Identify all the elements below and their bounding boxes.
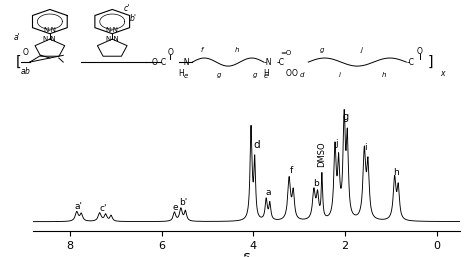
Text: -C: -C (277, 58, 285, 67)
Text: O: O (417, 47, 423, 56)
Text: a': a' (74, 202, 82, 211)
Text: H: H (178, 69, 184, 78)
Text: a': a' (14, 33, 21, 42)
Text: -O-C: -O-C (150, 58, 167, 67)
Text: g: g (343, 112, 349, 122)
Text: b: b (313, 179, 319, 188)
Text: O: O (285, 69, 291, 78)
Text: b: b (25, 68, 30, 77)
Text: h: h (393, 168, 399, 177)
Text: h: h (235, 47, 239, 53)
Text: DMSO: DMSO (318, 141, 327, 167)
Text: c': c' (123, 4, 130, 13)
Text: g: g (253, 71, 257, 78)
Text: ]: ] (428, 55, 434, 69)
Text: e: e (264, 73, 268, 79)
Text: d: d (254, 140, 260, 150)
Text: e: e (173, 203, 178, 212)
Text: a: a (265, 188, 271, 197)
Text: H: H (263, 69, 269, 78)
Text: b': b' (130, 14, 137, 23)
Text: c': c' (99, 204, 107, 213)
Text: O: O (167, 48, 173, 57)
Text: x: x (440, 69, 444, 78)
Text: g: g (319, 47, 324, 53)
Text: N-N: N-N (43, 27, 56, 33)
Text: [: [ (16, 55, 21, 69)
Text: i: i (365, 143, 367, 152)
Text: i: i (338, 71, 340, 78)
Text: -C: -C (406, 58, 414, 67)
X-axis label: δ: δ (242, 252, 251, 257)
Text: -N: -N (181, 58, 190, 67)
Text: =O: =O (281, 50, 292, 56)
Text: O: O (22, 48, 28, 57)
Text: d: d (300, 71, 304, 78)
Text: b': b' (180, 198, 188, 207)
Text: f: f (200, 47, 202, 53)
Text: N-N: N-N (106, 27, 119, 33)
Text: -N: -N (264, 58, 272, 67)
Text: a: a (21, 68, 26, 77)
Text: O: O (292, 69, 298, 78)
Text: g: g (217, 71, 221, 78)
Text: j: j (361, 47, 363, 53)
Text: j: j (336, 139, 338, 148)
Text: N N: N N (106, 36, 118, 42)
Text: f: f (290, 166, 293, 175)
Text: N N: N N (44, 36, 56, 42)
Text: e: e (183, 73, 188, 79)
Text: h: h (382, 71, 386, 78)
